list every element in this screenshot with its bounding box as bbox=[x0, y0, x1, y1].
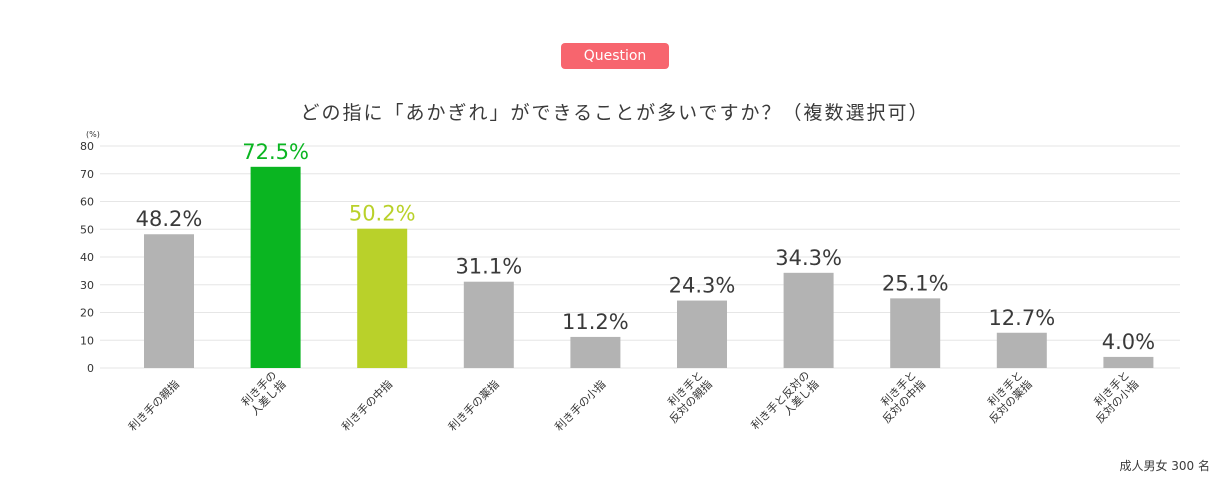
category-label-text: 利き手の小指 bbox=[552, 377, 609, 434]
category-label-line: 利き手の薬指 bbox=[445, 377, 502, 434]
category-label-text: 利き手と反対の薬指 bbox=[977, 368, 1035, 426]
category-label-text: 利き手と反対の小指 bbox=[1083, 368, 1141, 426]
category-label: 利き手の薬指 bbox=[445, 377, 502, 434]
category-label: 利き手の親指 bbox=[125, 377, 182, 434]
value-label: 34.3% bbox=[775, 246, 842, 270]
bar bbox=[1103, 356, 1154, 368]
value-label: 72.5% bbox=[242, 140, 309, 164]
y-tick-label: 40 bbox=[80, 251, 94, 264]
value-label: 48.2% bbox=[136, 207, 203, 231]
category-label-text: 利き手と反対の人差し指 bbox=[748, 368, 822, 442]
y-tick-label: 20 bbox=[80, 307, 94, 320]
category-label: 利き手の小指 bbox=[552, 377, 609, 434]
y-axis-unit: (%) bbox=[86, 130, 100, 139]
value-label: 31.1% bbox=[455, 255, 522, 279]
category-label-line: 利き手の親指 bbox=[125, 377, 182, 434]
value-label: 24.3% bbox=[669, 274, 736, 298]
bar bbox=[570, 336, 621, 368]
y-tick-label: 80 bbox=[80, 140, 94, 153]
value-label: 12.7% bbox=[988, 306, 1055, 330]
category-label: 利き手と反対の小指 bbox=[1083, 368, 1141, 426]
bar bbox=[250, 166, 301, 368]
bar bbox=[357, 228, 408, 368]
category-label: 利き手と反対の人差し指 bbox=[748, 368, 822, 442]
y-tick-label: 70 bbox=[80, 168, 94, 181]
category-label-line: 利き手の中指 bbox=[339, 377, 396, 434]
category-label-line: 利き手の小指 bbox=[552, 377, 609, 434]
value-label: 4.0% bbox=[1102, 330, 1155, 354]
category-label: 利き手と反対の中指 bbox=[870, 368, 928, 426]
y-tick-label: 60 bbox=[80, 196, 94, 209]
y-tick-label: 50 bbox=[80, 223, 94, 236]
value-label: 25.1% bbox=[882, 271, 949, 295]
bar bbox=[463, 281, 514, 368]
category-label-text: 利き手の人差し指 bbox=[238, 368, 288, 418]
y-tick-label: 10 bbox=[80, 334, 94, 347]
y-tick-label: 0 bbox=[87, 362, 94, 375]
y-tick-label: 30 bbox=[80, 279, 94, 292]
question-badge: Question bbox=[561, 43, 669, 69]
category-label-text: 利き手の薬指 bbox=[445, 377, 502, 434]
category-label: 利き手の中指 bbox=[339, 377, 396, 434]
category-label-text: 利き手と反対の親指 bbox=[657, 368, 715, 426]
category-label-text: 利き手と反対の中指 bbox=[870, 368, 928, 426]
category-label: 利き手の人差し指 bbox=[238, 368, 288, 418]
category-label-text: 利き手の親指 bbox=[125, 377, 182, 434]
category-label: 利き手と反対の薬指 bbox=[977, 368, 1035, 426]
bar bbox=[783, 272, 834, 368]
bar bbox=[996, 332, 1047, 368]
bar bbox=[677, 300, 727, 368]
chart-title: どの指に「あかぎれ」ができることが多いですか？（複数選択可） bbox=[300, 102, 930, 124]
sample-size-note: 成人男女 300 名 bbox=[1119, 459, 1210, 473]
category-label: 利き手と反対の親指 bbox=[657, 368, 715, 426]
value-label: 11.2% bbox=[562, 310, 629, 334]
bar bbox=[890, 298, 941, 368]
category-label-text: 利き手の中指 bbox=[339, 377, 396, 434]
value-label: 50.2% bbox=[349, 202, 416, 226]
bar bbox=[144, 234, 194, 368]
